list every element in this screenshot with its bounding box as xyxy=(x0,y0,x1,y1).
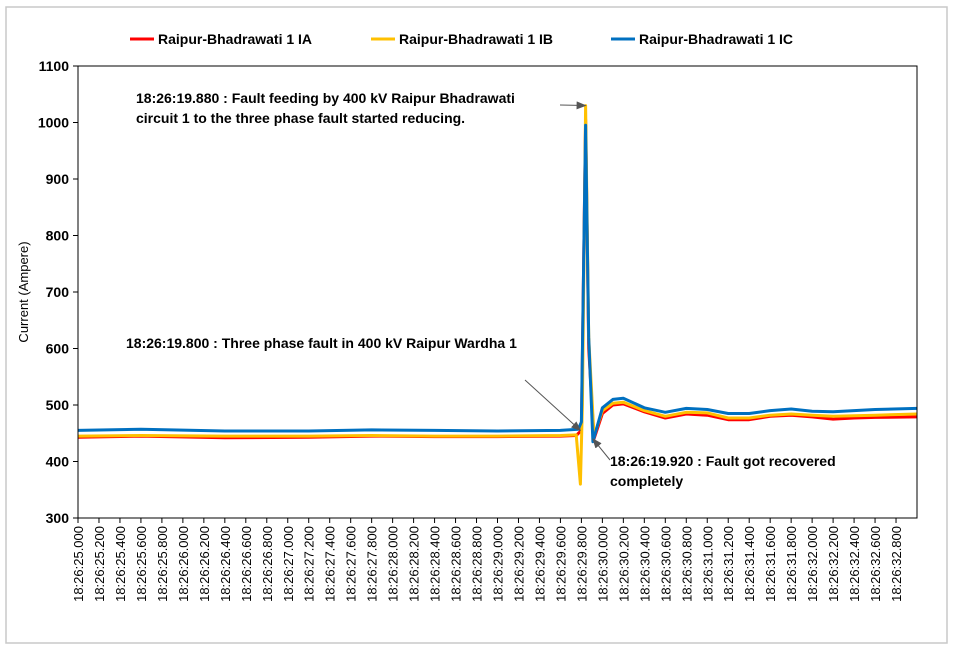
x-tick-label: 18:26:30.000 xyxy=(595,526,610,602)
y-tick-label: 800 xyxy=(46,228,70,244)
x-tick-label: 18:26:29.000 xyxy=(491,526,506,602)
legend: Raipur-Bhadrawati 1 IA Raipur-Bhadrawati … xyxy=(130,31,793,47)
x-tick-label: 18:26:25.000 xyxy=(71,526,86,602)
annotation-arrow-3 xyxy=(592,438,611,461)
annotation-text-3: completely xyxy=(610,473,683,489)
legend-label-2: Raipur-Bhadrawati 1 IB xyxy=(399,31,553,47)
x-tick-label: 18:26:29.600 xyxy=(553,526,568,602)
annotations: 18:26:19.880 : Fault feeding by 400 kV R… xyxy=(126,90,836,489)
x-tick-label: 18:26:31.800 xyxy=(784,526,799,602)
series-layer xyxy=(77,104,918,486)
y-axis-label: Current (Ampere) xyxy=(16,241,31,342)
y-tick-label: 400 xyxy=(46,454,70,470)
x-tick-label: 18:26:26.800 xyxy=(260,526,275,602)
x-tick-label: 18:26:25.200 xyxy=(92,526,107,602)
y-tick-label: 500 xyxy=(46,397,70,413)
y-tick-label: 900 xyxy=(46,171,70,187)
plot-area-border xyxy=(77,65,918,519)
x-tick-label: 18:26:27.800 xyxy=(365,526,380,602)
x-tick-label: 18:26:31.200 xyxy=(721,526,736,602)
y-axis-ticks: 300 400 500 600 700 800 900 1000 1100 xyxy=(38,58,78,526)
x-tick-label: 18:26:29.400 xyxy=(532,526,547,602)
y-tick-label: 700 xyxy=(46,284,70,300)
x-tick-label: 18:26:30.200 xyxy=(616,526,631,602)
x-tick-label: 18:26:31.000 xyxy=(700,526,715,602)
x-tick-label: 18:26:26.600 xyxy=(239,526,254,602)
x-tick-label: 18:26:32.000 xyxy=(805,526,820,602)
x-tick-label: 18:26:30.600 xyxy=(658,526,673,602)
legend-label-1: Raipur-Bhadrawati 1 IA xyxy=(158,31,312,47)
x-tick-label: 18:26:28.600 xyxy=(449,526,464,602)
y-tick-label: 1000 xyxy=(38,115,69,131)
annotation-text-2: 18:26:19.800 : Three phase fault in 400 … xyxy=(126,335,517,351)
y-tick-label: 300 xyxy=(46,510,70,526)
x-tick-label: 18:26:27.600 xyxy=(344,526,359,602)
y-tick-label: 600 xyxy=(46,341,70,357)
x-tick-label: 18:26:29.800 xyxy=(574,526,589,602)
x-tick-label: 18:26:25.800 xyxy=(155,526,170,602)
x-tick-label: 18:26:31.400 xyxy=(742,526,757,602)
x-tick-label: 18:26:27.400 xyxy=(323,526,338,602)
x-tick-label: 18:26:32.600 xyxy=(868,526,883,602)
x-tick-label: 18:26:26.400 xyxy=(218,526,233,602)
x-tick-label: 18:26:32.400 xyxy=(847,526,862,602)
y-tick-label: 1100 xyxy=(39,58,70,74)
x-tick-label: 18:26:30.400 xyxy=(637,526,652,602)
legend-label-3: Raipur-Bhadrawati 1 IC xyxy=(639,31,793,47)
x-tick-label: 18:26:32.200 xyxy=(826,526,841,602)
series-line-2 xyxy=(77,104,918,486)
x-tick-label: 18:26:28.200 xyxy=(407,526,422,602)
x-tick-label: 18:26:27.000 xyxy=(281,526,296,602)
x-tick-label: 18:26:28.000 xyxy=(386,526,401,602)
x-tick-label: 18:26:26.200 xyxy=(197,526,212,602)
x-tick-label: 18:26:26.000 xyxy=(176,526,191,602)
annotation-arrow-2 xyxy=(524,379,582,432)
annotation-text-1: circuit 1 to the three phase fault start… xyxy=(136,110,465,126)
x-tick-label: 18:26:25.400 xyxy=(113,526,128,602)
x-tick-label: 18:26:31.600 xyxy=(763,526,778,602)
annotation-text-1: 18:26:19.880 : Fault feeding by 400 kV R… xyxy=(136,90,515,106)
x-tick-label: 18:26:25.600 xyxy=(134,526,149,602)
annotation-text-3: 18:26:19.920 : Fault got recovered xyxy=(610,453,836,469)
x-tick-label: 18:26:29.200 xyxy=(511,526,526,602)
x-tick-label: 18:26:28.400 xyxy=(428,526,443,602)
x-axis-ticks: 18:26:25.000 18:26:25.200 18:26:25.400 18:2… xyxy=(71,518,904,602)
x-tick-label: 18:26:30.800 xyxy=(679,526,694,602)
series-line-3 xyxy=(77,123,918,444)
x-tick-label: 18:26:27.200 xyxy=(302,526,317,602)
annotation-arrow-1 xyxy=(559,101,587,110)
x-tick-label: 18:26:32.800 xyxy=(889,526,904,602)
outer-border xyxy=(5,6,948,644)
x-tick-label: 18:26:28.800 xyxy=(470,526,485,602)
